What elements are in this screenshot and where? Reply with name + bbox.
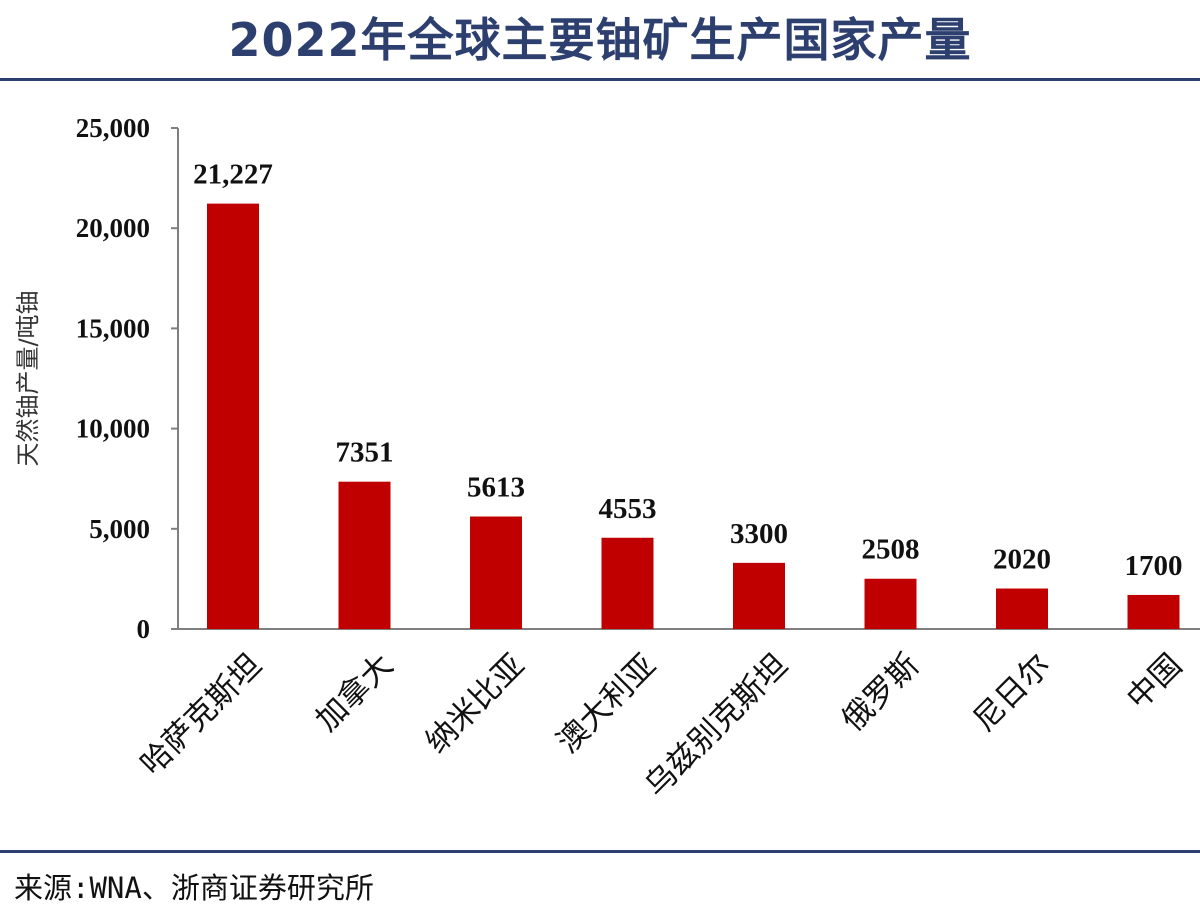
bar [207,203,259,629]
category-label: 澳大利亚 [550,647,663,760]
data-label: 3300 [730,518,788,550]
bar [733,562,785,629]
category-label: 加拿大 [309,647,400,738]
chart-title: 2022年全球主要铀矿生产国家产量 [228,13,972,67]
data-label: 2020 [993,544,1051,576]
category-label: 中国 [1120,647,1189,716]
plot-area: 0 5,000 10,000 15,000 20,000 25,000 天然铀产量/吨铀 21… [14,113,1200,804]
y-tick-label: 10,000 [76,414,150,444]
y-tick-label: 25,000 [76,113,150,143]
bar [864,578,917,629]
y-tick-label: 20,000 [76,213,150,243]
bar [996,588,1048,629]
y-tick-label: 5,000 [89,514,150,544]
title-divider [0,78,1200,81]
category-label: 尼日尔 [966,647,1057,738]
data-label: 7351 [336,437,394,469]
y-axis-title: 天然铀产量/吨铀 [14,290,42,466]
bar [470,516,522,629]
bar [601,537,654,629]
bar [1127,594,1180,629]
source-divider [0,850,1200,853]
category-label: 俄罗斯 [835,647,926,738]
y-tick-label: 0 [137,614,151,644]
category-label: 哈萨克斯坦 [134,647,269,782]
bar-chart: 0 5,000 10,000 15,000 20,000 25,000 天然铀产量/吨铀 21… [14,113,1200,804]
y-tick-label: 15,000 [76,313,150,343]
data-label: 5613 [467,472,525,504]
data-label: 21,227 [193,159,273,191]
category-label: 纳米比亚 [419,647,532,760]
bar [338,481,391,629]
data-label: 4553 [599,493,657,525]
source-note: 来源:WNA、浙商证券研究所 [14,871,374,905]
data-label: 2508 [862,534,920,566]
data-label: 1700 [1125,550,1183,582]
